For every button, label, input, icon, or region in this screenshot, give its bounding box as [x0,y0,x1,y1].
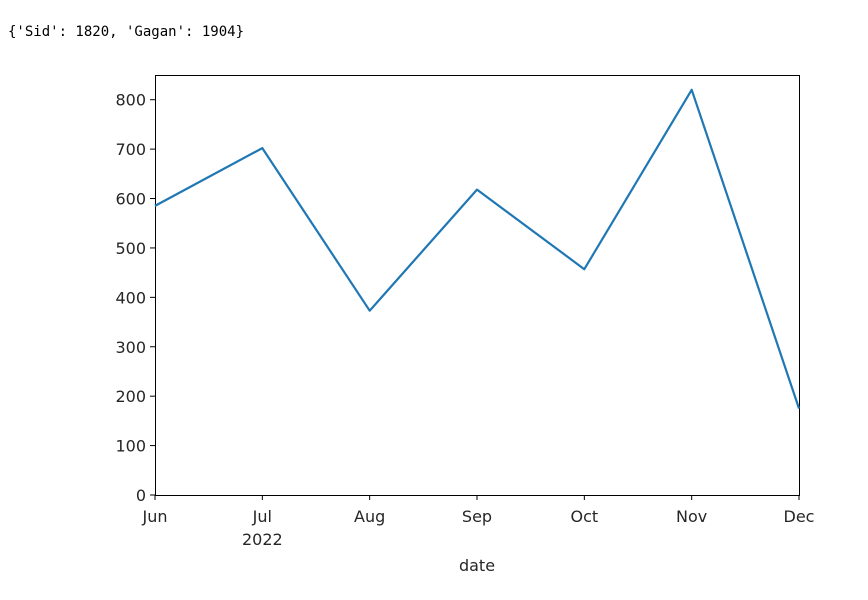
x-tick-label: Jul [252,507,272,526]
y-tick-label: 500 [115,239,146,258]
y-tick-label: 600 [115,190,146,209]
y-tick-label: 0 [136,486,146,505]
y-tick-label: 700 [115,140,146,159]
cell-output-text: {'Sid': 1820, 'Gagan': 1904} [8,24,245,40]
y-axis: 0 100 200 300 400 500 600 700 800 [115,91,155,505]
x-axis-title: date [459,556,495,575]
plot-frame [155,75,800,496]
y-tick-label: 400 [115,288,146,307]
x-tick-label: Jun [142,507,168,526]
x-tick-label: Aug [354,507,385,526]
x-tick-label: Nov [676,507,707,526]
x-axis: Jun Jul Aug Sep Oct Nov Dec [142,495,815,526]
y-tick-label: 200 [115,387,146,406]
y-tick-label: 300 [115,338,146,357]
series-line [154,88,801,409]
x-tick-label: Oct [570,507,598,526]
x-axis-year-label: 2022 [242,530,283,549]
x-tick-label: Dec [784,507,815,526]
y-tick-label: 100 [115,437,146,456]
x-tick-label: Sep [462,507,492,526]
series-lines [154,88,801,409]
y-tick-label: 800 [115,91,146,110]
